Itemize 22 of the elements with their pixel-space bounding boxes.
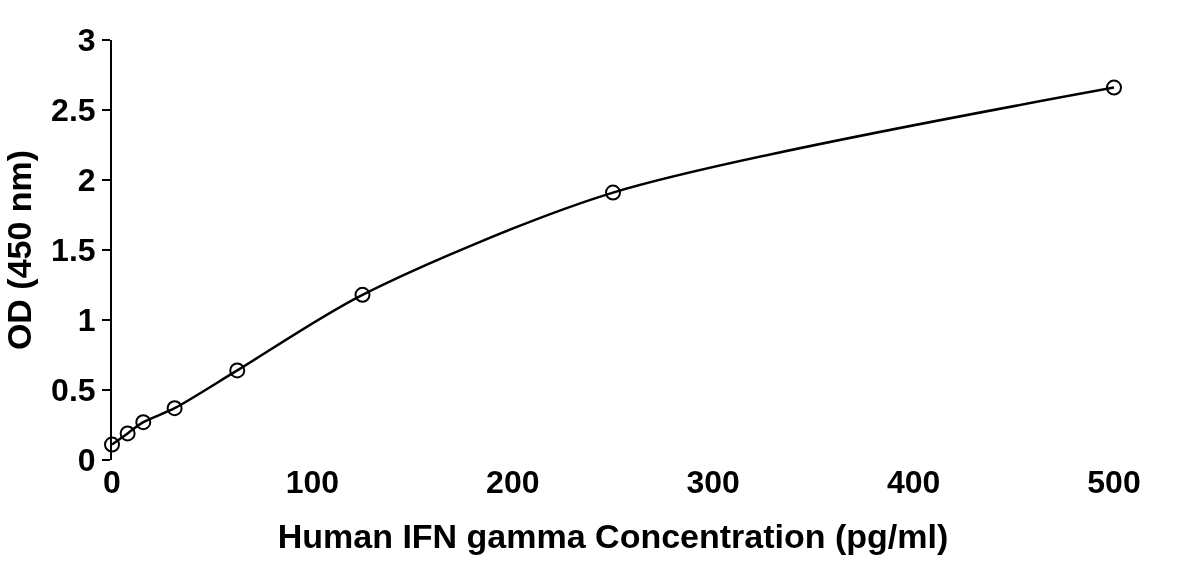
x-tick-label: 200 bbox=[486, 464, 540, 500]
y-tick-label: 1.5 bbox=[51, 232, 96, 269]
point bbox=[229, 362, 246, 379]
point bbox=[119, 425, 136, 442]
x-tick-label: 0 bbox=[103, 464, 121, 500]
point bbox=[605, 184, 621, 201]
x-axis-title: Human IFN gamma Concentration (pg/ml) bbox=[277, 517, 949, 556]
point bbox=[1106, 79, 1122, 96]
x-tick-label: 300 bbox=[686, 464, 740, 500]
y-axis-title: OD (450 nm) bbox=[0, 149, 38, 351]
y-tick-label: 2 bbox=[77, 162, 96, 199]
x-tick-label: 500 bbox=[1087, 464, 1141, 500]
y-tick-label: 2.5 bbox=[51, 92, 96, 129]
point bbox=[354, 286, 371, 303]
point bbox=[166, 400, 183, 417]
y-tick-label: 3 bbox=[77, 22, 96, 59]
point bbox=[135, 414, 152, 431]
y-tick-label: 0.5 bbox=[51, 372, 96, 409]
point bbox=[104, 436, 120, 453]
x-tick-label: 400 bbox=[886, 464, 941, 500]
x-tick-label: 100 bbox=[285, 464, 340, 500]
y-tick-label: 1 bbox=[77, 302, 96, 339]
